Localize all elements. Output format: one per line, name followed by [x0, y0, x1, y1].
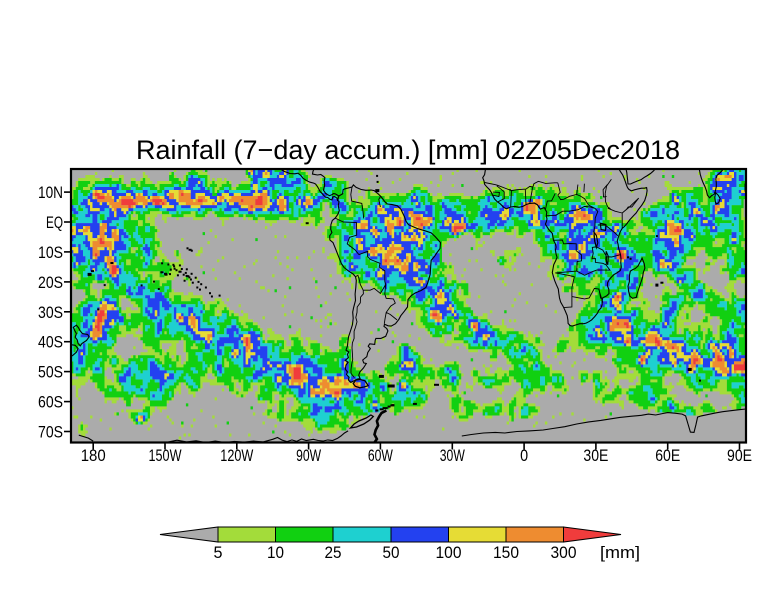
svg-text:180: 180	[81, 446, 106, 465]
svg-text:60E: 60E	[655, 446, 680, 465]
svg-text:50: 50	[383, 543, 400, 562]
svg-text:60S: 60S	[38, 393, 63, 412]
svg-text:40S: 40S	[38, 333, 63, 352]
svg-text:30E: 30E	[583, 446, 608, 465]
svg-text:EQ: EQ	[46, 213, 63, 232]
svg-text:100: 100	[436, 543, 462, 562]
svg-text:90W: 90W	[296, 446, 321, 465]
svg-text:[mm]: [mm]	[600, 543, 640, 562]
svg-text:30S: 30S	[38, 303, 63, 322]
svg-text:10N: 10N	[38, 183, 63, 202]
svg-text:30W: 30W	[440, 446, 465, 465]
svg-text:Rainfall (7−day accum.) [mm] 0: Rainfall (7−day accum.) [mm] 02Z05Dec201…	[136, 135, 680, 165]
svg-text:120W: 120W	[220, 446, 253, 465]
svg-text:0: 0	[520, 446, 528, 465]
svg-text:150W: 150W	[149, 446, 182, 465]
svg-text:60W: 60W	[368, 446, 393, 465]
svg-text:150: 150	[493, 543, 519, 562]
svg-text:25: 25	[325, 543, 342, 562]
svg-text:20S: 20S	[38, 273, 63, 292]
svg-text:90E: 90E	[727, 446, 752, 465]
svg-text:5: 5	[214, 543, 223, 562]
svg-text:10: 10	[267, 543, 284, 562]
svg-text:50S: 50S	[38, 363, 63, 382]
svg-text:300: 300	[551, 543, 577, 562]
svg-text:70S: 70S	[38, 423, 63, 442]
svg-text:10S: 10S	[38, 243, 63, 262]
